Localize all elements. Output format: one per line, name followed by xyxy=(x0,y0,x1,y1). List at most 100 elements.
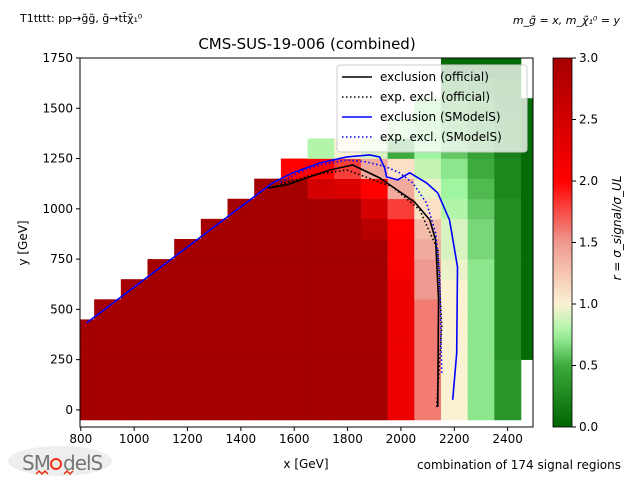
heatmap-cell xyxy=(440,319,468,340)
heatmap-cell xyxy=(94,399,122,421)
heatmap-cell xyxy=(387,198,415,220)
heatmap-cell xyxy=(520,178,533,200)
heatmap-cell xyxy=(334,198,362,220)
heatmap-cell xyxy=(200,218,228,240)
heatmap-cell xyxy=(494,339,522,360)
heatmap-cell xyxy=(440,178,468,200)
colorbar-tick-label: 0.5 xyxy=(579,359,598,373)
heatmap-cell xyxy=(334,218,362,240)
heatmap-cell xyxy=(147,319,175,340)
heatmap-cell xyxy=(120,319,148,340)
heatmap-cell xyxy=(467,299,495,320)
x-tick-label: 800 xyxy=(69,432,92,446)
heatmap-cell xyxy=(387,319,415,340)
heatmap-cell xyxy=(254,198,282,220)
heatmap-cell xyxy=(387,178,415,200)
heatmap-cell xyxy=(200,259,228,280)
heatmap-cell xyxy=(254,218,282,240)
heatmap-cell xyxy=(414,339,442,360)
heatmap-cell xyxy=(280,319,308,340)
heatmap-cell xyxy=(280,218,308,240)
heatmap-cell xyxy=(334,178,362,200)
y-tick-label: 1000 xyxy=(42,202,73,216)
colorbar-tick-label: 2.5 xyxy=(579,113,598,127)
heatmap-cell xyxy=(520,279,533,300)
heatmap-cell xyxy=(120,339,148,360)
heatmap-cell xyxy=(174,339,202,360)
heatmap-cell xyxy=(254,379,282,401)
heatmap-cell xyxy=(414,279,442,300)
heatmap-cell xyxy=(254,319,282,340)
heatmap-cell xyxy=(334,299,362,320)
heatmap-cell xyxy=(307,399,335,421)
heatmap-cell xyxy=(94,319,122,340)
heatmap-cell xyxy=(387,259,415,280)
heatmap-cell xyxy=(280,238,308,260)
heatmap-cell xyxy=(307,359,335,381)
heatmap-cell xyxy=(80,399,95,421)
footer-label: combination of 174 signal regions xyxy=(417,458,621,472)
colorbar-tick-label: 3.0 xyxy=(579,51,598,65)
heatmap-cell xyxy=(440,218,468,240)
heatmap-cell xyxy=(520,238,533,260)
heatmap-cell xyxy=(227,379,255,401)
contour-lines xyxy=(86,154,459,407)
contour-exp-excl-smodels xyxy=(279,159,443,373)
heatmap-cell xyxy=(254,339,282,360)
heatmap-cell xyxy=(174,319,202,340)
heatmap-cell xyxy=(494,178,522,200)
heatmap-cell xyxy=(414,158,442,179)
heatmap-cell xyxy=(467,198,495,220)
heatmap-cell xyxy=(467,279,495,300)
heatmap-cell xyxy=(80,339,95,360)
heatmap-cell xyxy=(440,158,468,179)
contour-exp-excl-official xyxy=(272,169,443,407)
heatmap-cell xyxy=(494,218,522,240)
heatmap-cell xyxy=(360,319,388,340)
heatmap-cell xyxy=(174,379,202,401)
heatmap-cells xyxy=(80,58,533,421)
heatmap-cell xyxy=(147,279,175,300)
heatmap-cell xyxy=(200,279,228,300)
heatmap-cell xyxy=(254,178,282,200)
x-tick-label: 2000 xyxy=(386,432,417,446)
heatmap-cell xyxy=(227,339,255,360)
heatmap-cell xyxy=(494,319,522,340)
heatmap-cell xyxy=(334,379,362,401)
heatmap-cell xyxy=(414,178,442,200)
heatmap-cell xyxy=(120,359,148,381)
heatmap-cell xyxy=(120,379,148,401)
heatmap-cell xyxy=(307,339,335,360)
heatmap-cell xyxy=(120,299,148,320)
x-tick-label: 1800 xyxy=(332,432,363,446)
heatmap-cell xyxy=(467,399,495,421)
heatmap-cell xyxy=(440,259,468,280)
heatmap-cell xyxy=(494,359,522,381)
heatmap-cell xyxy=(280,299,308,320)
heatmap-cell xyxy=(280,259,308,280)
heatmap-cell xyxy=(440,399,468,421)
heatmap-cell xyxy=(494,379,522,401)
heatmap-cell xyxy=(440,379,468,401)
heatmap-cell xyxy=(414,399,442,421)
heatmap-cell xyxy=(467,218,495,240)
heatmap-cell xyxy=(147,379,175,401)
x-axis: 800 1000 1200 1400 1600 1800 2000 2200 2400 xyxy=(69,427,523,446)
x-axis-label: x [GeV] xyxy=(283,457,328,471)
heatmap-cell xyxy=(494,238,522,260)
heatmap-cell xyxy=(227,198,255,220)
heatmap-cell xyxy=(280,399,308,421)
heatmap-cell xyxy=(520,198,533,220)
heatmap-cell xyxy=(307,259,335,280)
colorbar-tick-label: 1.0 xyxy=(579,297,598,311)
heatmap-cell xyxy=(280,198,308,220)
y-tick-label: 1750 xyxy=(42,51,73,65)
heatmap-cell xyxy=(254,279,282,300)
x-tick-label: 1000 xyxy=(119,432,150,446)
heatmap-cell xyxy=(280,339,308,360)
heatmap-cell xyxy=(494,399,522,421)
heatmap-cell xyxy=(467,158,495,179)
heatmap-cell xyxy=(200,238,228,260)
heatmap-cell xyxy=(307,198,335,220)
